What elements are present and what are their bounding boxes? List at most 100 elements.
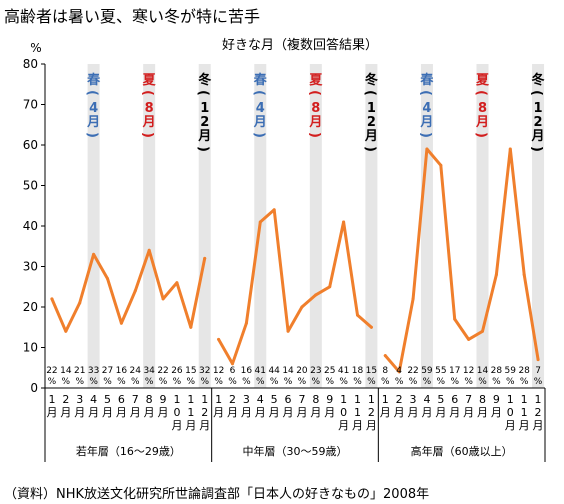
data-point bbox=[300, 305, 304, 309]
series-line bbox=[383, 147, 540, 374]
data-label: 20 bbox=[296, 366, 308, 376]
data-label: 7 bbox=[535, 366, 541, 376]
x-tick-label: 月 bbox=[449, 406, 460, 419]
data-point bbox=[342, 220, 346, 224]
data-label: 59 bbox=[505, 366, 517, 376]
data-label: 41 bbox=[255, 366, 266, 376]
season-band bbox=[143, 64, 156, 388]
x-tick-label: 4 bbox=[257, 393, 264, 406]
season-label: ) bbox=[307, 132, 322, 138]
season-label: 2 bbox=[367, 115, 376, 130]
data-label: 34 bbox=[143, 366, 155, 376]
season-label: 月 bbox=[142, 115, 156, 130]
data-label: 21 bbox=[74, 366, 85, 376]
x-tick-label: 7 bbox=[298, 393, 305, 406]
x-tick-label: 0 bbox=[507, 406, 514, 419]
x-tick-label: 月 bbox=[46, 406, 57, 419]
data-label: 6 bbox=[230, 366, 236, 376]
x-tick-label: 月 bbox=[255, 406, 266, 419]
data-point bbox=[92, 252, 96, 256]
season-label: 2 bbox=[534, 115, 543, 130]
x-tick-label: 2 bbox=[396, 393, 403, 406]
data-label-unit: % bbox=[117, 377, 126, 387]
x-tick-label: 9 bbox=[326, 393, 333, 406]
x-tick-label: 月 bbox=[352, 419, 363, 432]
data-label-unit: % bbox=[534, 377, 543, 387]
season-label: ) bbox=[474, 132, 489, 138]
data-label-unit: % bbox=[242, 377, 251, 387]
data-label-unit: % bbox=[228, 377, 237, 387]
data-label: 14 bbox=[282, 366, 294, 376]
season-band bbox=[420, 64, 433, 388]
season-label: 月 bbox=[86, 115, 100, 130]
x-tick-label: 1 bbox=[368, 393, 375, 406]
data-point bbox=[467, 337, 471, 341]
season-label: 夏 bbox=[142, 73, 157, 88]
season-label: ) bbox=[251, 132, 266, 138]
data-label-unit: % bbox=[492, 377, 501, 387]
x-tick-label: 月 bbox=[74, 406, 85, 419]
series-line bbox=[217, 208, 373, 366]
season-band bbox=[87, 64, 100, 388]
x-tick-label: 1 bbox=[521, 406, 528, 419]
season-label: 月 bbox=[475, 115, 489, 130]
data-point bbox=[189, 325, 193, 329]
data-point bbox=[106, 277, 109, 281]
season-label: 1 bbox=[367, 101, 376, 116]
data-point bbox=[522, 273, 526, 277]
season-band bbox=[532, 64, 545, 388]
season-label: 冬 bbox=[198, 72, 211, 88]
data-label: 25 bbox=[324, 366, 335, 376]
data-label-unit: % bbox=[353, 377, 362, 387]
x-tick-label: 月 bbox=[366, 419, 377, 432]
data-point bbox=[217, 337, 221, 341]
data-point bbox=[397, 370, 401, 374]
x-tick-label: 月 bbox=[227, 406, 238, 419]
data-label: 12 bbox=[463, 366, 474, 376]
data-label: 24 bbox=[130, 366, 142, 376]
data-point bbox=[356, 313, 359, 317]
data-label-unit: % bbox=[131, 377, 140, 387]
y-tick-label: 80 bbox=[23, 57, 38, 71]
x-tick-label: 月 bbox=[171, 419, 182, 432]
season-label: 夏 bbox=[308, 73, 323, 88]
data-label: 17 bbox=[449, 366, 460, 376]
data-label: 8 bbox=[382, 366, 388, 376]
data-label: 41 bbox=[338, 366, 349, 376]
group-label: 若年層（16～29歳） bbox=[76, 444, 181, 458]
data-label: 15 bbox=[366, 366, 377, 376]
x-tick-label: 8 bbox=[312, 393, 319, 406]
data-label: 59 bbox=[421, 366, 433, 376]
data-point bbox=[78, 301, 82, 305]
season-label: 4 bbox=[89, 101, 98, 116]
data-point bbox=[383, 354, 387, 358]
data-point bbox=[231, 362, 234, 366]
data-label-unit: % bbox=[62, 377, 71, 387]
x-tick-label: 9 bbox=[160, 393, 167, 406]
season-label: ) bbox=[418, 132, 433, 138]
season-label: 月 bbox=[531, 129, 545, 144]
data-label-unit: % bbox=[325, 377, 334, 387]
season-label: 夏 bbox=[475, 73, 490, 88]
data-label-unit: % bbox=[89, 377, 98, 387]
season-band bbox=[365, 64, 378, 388]
data-point bbox=[536, 358, 540, 362]
season-label: ( bbox=[196, 90, 211, 96]
data-label: 22 bbox=[407, 366, 418, 376]
season-label: 4 bbox=[256, 101, 265, 116]
source-note: （資料）NHK放送文化研究所世論調査部「日本人の好きなもの」2008年 bbox=[4, 487, 430, 502]
x-tick-label: 月 bbox=[408, 406, 419, 419]
data-point bbox=[494, 273, 498, 277]
data-label: 18 bbox=[352, 366, 364, 376]
x-tick-label: 月 bbox=[241, 406, 252, 419]
x-tick-label: 月 bbox=[324, 406, 335, 419]
x-tick-label: 2 bbox=[535, 406, 542, 419]
x-tick-label: 月 bbox=[421, 406, 432, 419]
x-tick-label: 月 bbox=[435, 406, 446, 419]
data-point bbox=[64, 329, 68, 333]
x-tick-label: 2 bbox=[368, 406, 375, 419]
x-tick-label: 6 bbox=[118, 393, 125, 406]
data-point bbox=[328, 285, 332, 289]
x-tick-label: 1 bbox=[215, 393, 222, 406]
